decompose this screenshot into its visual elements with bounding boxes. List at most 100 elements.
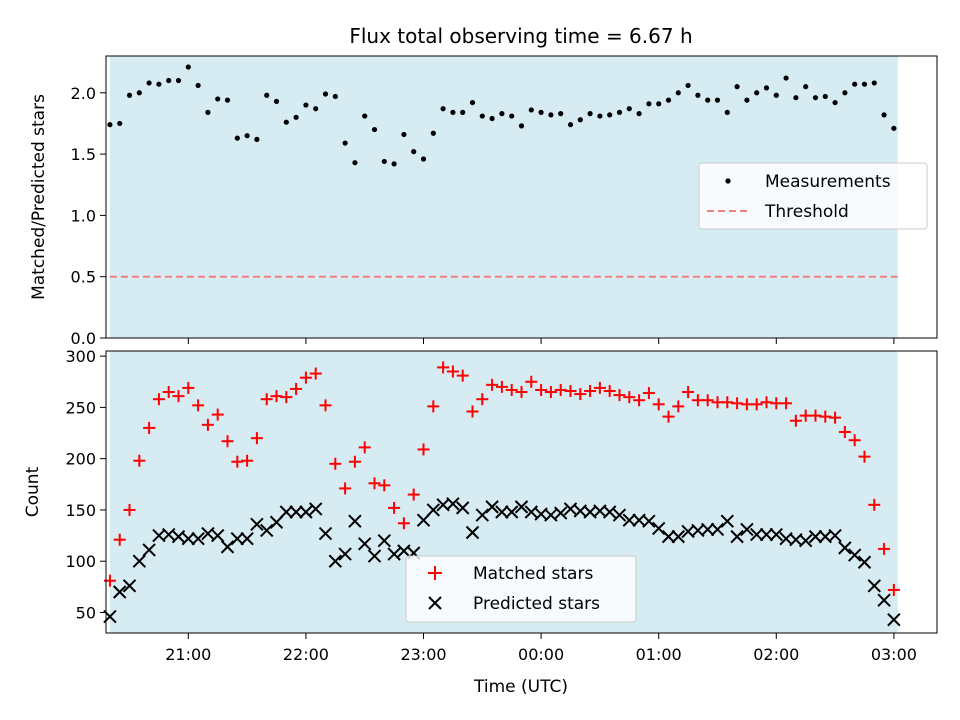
matched-star-point — [838, 426, 851, 439]
matched-star-point — [280, 391, 293, 404]
y-tick-label: 1.5 — [71, 145, 96, 164]
predicted-star-point — [700, 522, 715, 537]
measurement-point — [587, 111, 593, 117]
measurement-point — [744, 97, 750, 103]
predicted-star-point — [553, 506, 568, 520]
matched-star-point — [417, 443, 430, 456]
matched-star-point — [642, 387, 655, 400]
y-tick-label: 300 — [65, 347, 96, 366]
matched-star-point — [397, 517, 410, 530]
matched-star-point — [731, 397, 744, 410]
measurement-point — [166, 77, 172, 84]
matched-star-point — [878, 542, 891, 555]
matched-star-point — [701, 394, 714, 407]
measurement-point — [126, 92, 133, 98]
matched-star-point — [564, 384, 577, 397]
measurement-point — [763, 85, 770, 91]
matched-star-point — [309, 367, 322, 380]
y-tick-label: 0.0 — [71, 329, 96, 348]
matched-star-point — [476, 393, 489, 406]
measurement-point — [371, 126, 378, 133]
matched-star-point — [652, 398, 665, 411]
measurement-point — [656, 101, 662, 107]
matched-star-point — [623, 391, 636, 404]
predicted-star-point — [867, 579, 881, 593]
matched-star-point — [388, 501, 401, 514]
predicted-star-point — [416, 513, 431, 527]
predicted-star-point — [798, 534, 813, 548]
measurement-point — [852, 81, 858, 87]
matched-star-point — [603, 384, 616, 397]
top-panel: 0.00.51.01.52.0 Matched/Predicted stars … — [29, 55, 938, 348]
measurement-point — [754, 90, 760, 96]
matched-star-point — [662, 410, 675, 423]
matched-star-point — [211, 408, 224, 421]
predicted-star-point — [377, 534, 392, 548]
predicted-star-point — [730, 529, 744, 544]
matched-star-point — [201, 418, 214, 431]
matched-star-point — [133, 454, 146, 467]
y-tick-label: 100 — [65, 552, 96, 571]
top-legend: Measurements Threshold — [698, 162, 928, 230]
legend-label-measurements: Measurements — [765, 172, 891, 192]
legend-label-matched: Matched stars — [473, 564, 593, 584]
measurement-point — [381, 158, 387, 165]
measurement-point — [607, 112, 613, 118]
predicted-star-point — [367, 549, 382, 563]
measurement-point — [420, 156, 427, 162]
measurement-point — [254, 136, 260, 142]
legend-marker-matched — [428, 566, 442, 580]
measurement-point — [597, 113, 603, 119]
legend-marker-measurements — [725, 178, 731, 184]
measurement-point — [430, 130, 436, 136]
measurement-point — [136, 90, 142, 96]
matched-star-point — [319, 399, 332, 412]
measurement-point — [411, 149, 417, 155]
matched-star-point — [152, 393, 165, 406]
measurement-point — [861, 81, 868, 87]
measurement-point — [891, 125, 897, 131]
predicted-star-point — [132, 554, 147, 568]
measurement-point — [548, 112, 554, 118]
bottom-legend-box — [405, 555, 637, 623]
top-axes-frame — [105, 55, 938, 339]
predicted-star-point — [446, 497, 460, 511]
matched-star-point — [290, 382, 303, 395]
predicted-points — [103, 497, 901, 627]
x-tick-label: 23:00 — [400, 645, 446, 664]
measurement-point — [509, 113, 515, 119]
matched-star-point — [495, 380, 508, 393]
matched-star-point — [593, 381, 606, 394]
measurement-point — [401, 131, 407, 138]
measurement-point — [773, 92, 779, 98]
matched-star-point — [368, 477, 381, 490]
matched-star-point — [427, 400, 440, 413]
measurement-point — [616, 109, 623, 115]
predicted-star-point — [426, 503, 441, 517]
predicted-star-point — [279, 505, 294, 519]
matched-star-point — [760, 396, 773, 409]
predicted-star-point — [642, 514, 656, 528]
measurement-point — [205, 109, 211, 115]
matched-star-point — [887, 583, 900, 596]
measurement-point — [264, 92, 270, 98]
matched-star-point — [113, 533, 126, 546]
measurement-point — [146, 80, 152, 86]
predicted-star-point — [671, 529, 685, 544]
top-y-ticks: 0.0 0.5 1.0 1.5 2.0 — [71, 84, 106, 348]
matched-star-point — [525, 375, 538, 388]
measurement-point — [842, 90, 848, 96]
matched-star-point — [143, 421, 156, 434]
matched-star-point — [456, 369, 469, 382]
matched-star-point — [446, 365, 459, 378]
predicted-star-point — [338, 547, 352, 561]
predicted-star-point — [485, 500, 499, 514]
measurement-point — [538, 109, 544, 115]
predicted-star-point — [328, 554, 343, 568]
predicted-star-point — [887, 612, 901, 627]
matched-star-point — [378, 479, 391, 492]
predicted-star-point — [250, 517, 264, 532]
x-tick-label: 00:00 — [518, 645, 564, 664]
predicted-star-point — [142, 543, 156, 557]
